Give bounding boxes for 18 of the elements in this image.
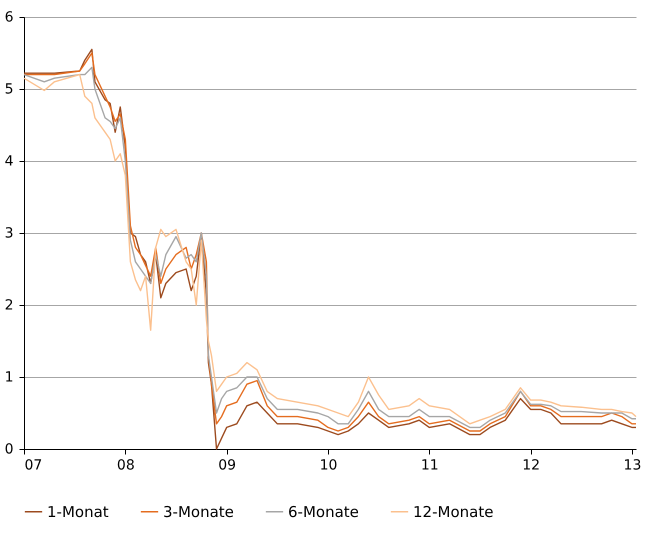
x-tick-label: 12: [522, 458, 540, 474]
y-tick-label: 3: [4, 226, 14, 242]
legend-label: 6-Monate: [288, 502, 359, 521]
y-tick-label: 6: [4, 10, 14, 26]
x-tick-label: 08: [116, 458, 135, 474]
y-tick-label: 0: [4, 442, 14, 458]
y-tick-label: 2: [4, 298, 14, 314]
x-tick-label: 13: [624, 458, 642, 474]
x-tick-label: 07: [24, 458, 42, 474]
legend-label: 1-Monat: [47, 502, 109, 521]
x-tick-label: 09: [218, 458, 236, 474]
y-tick-label: 4: [4, 154, 14, 170]
x-tick-label: 10: [320, 458, 338, 474]
y-tick-label: 1: [4, 370, 14, 386]
x-tick-label: 11: [420, 458, 439, 474]
legend-label: 3-Monate: [163, 502, 234, 521]
y-tick-label: 5: [4, 82, 14, 98]
legend-label: 12-Monate: [413, 502, 494, 521]
